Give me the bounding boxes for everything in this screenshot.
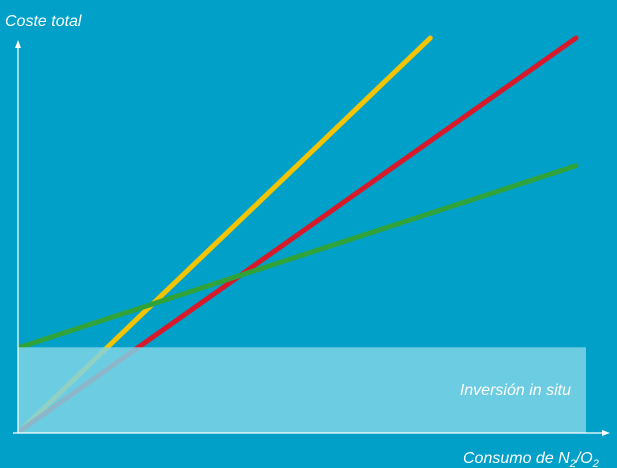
band-rect xyxy=(18,347,586,433)
y-axis-label: Coste total xyxy=(5,13,82,30)
x-axis-label-mid: /O xyxy=(575,450,593,467)
x-axis-arrow xyxy=(602,430,610,436)
band-label: Inversión in situ xyxy=(460,382,571,399)
x-axis-label-sub1: 2 xyxy=(569,458,576,468)
x-axis-label-main: Consumo de N xyxy=(463,450,570,467)
x-axis-label: Consumo de N2/O2 xyxy=(463,450,599,468)
x-axis-label-sub2: 2 xyxy=(592,458,599,468)
y-axis-arrow xyxy=(15,40,21,48)
series-line-3 xyxy=(17,163,579,350)
